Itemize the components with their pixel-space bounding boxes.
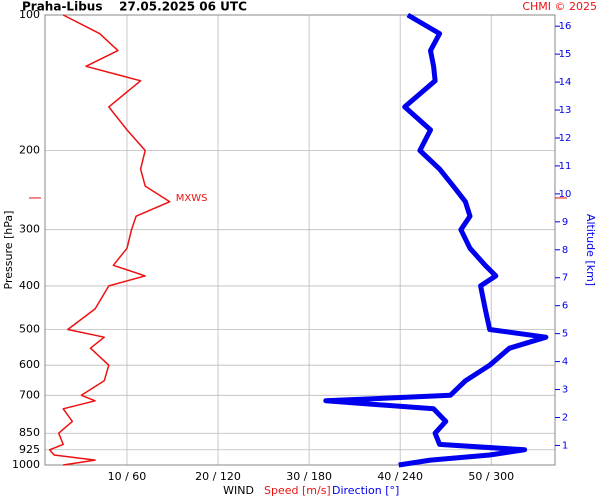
profile-line: [323, 12, 549, 468]
y-tick-label: 100: [19, 8, 40, 21]
legend-entry: Direction [°]: [332, 484, 399, 497]
annotation: MXWS: [176, 193, 208, 204]
y2-tick-label: 9: [562, 217, 568, 228]
x-tick-label: 10 / 60: [108, 470, 147, 483]
y2-tick-label: 12: [559, 133, 572, 144]
x-axis-label: WIND: [223, 484, 254, 497]
y2-tick-label: 2: [562, 412, 568, 423]
y2-tick-label: 6: [562, 301, 568, 312]
chart-title: Praha-Libus 27.05.2025 06 UTC: [22, 0, 247, 14]
y-tick-label: 925: [19, 443, 40, 456]
y2-tick-label: 13: [559, 105, 572, 116]
y2-tick-label: 4: [562, 357, 568, 368]
y2-tick-label: 15: [559, 49, 572, 60]
x-tick-label: 30 / 180: [286, 470, 332, 483]
x-tick-label: 40 / 240: [377, 470, 423, 483]
profile-line: [48, 14, 171, 466]
y2-axis-label: Altitude [km]: [584, 214, 597, 286]
legend-entry: Speed [m/s]: [264, 484, 331, 497]
y2-tick-label: 7: [562, 273, 568, 284]
plot-frame: [44, 14, 556, 466]
y2-tick-label: 8: [562, 245, 568, 256]
y2-tick-label: 16: [559, 21, 572, 32]
y-axis-label: Pressure [hPa]: [2, 211, 15, 290]
y2-tick-label: 10: [559, 189, 572, 200]
y-tick-label: 500: [19, 323, 40, 336]
y2-tick-label: 11: [559, 161, 572, 172]
y-tick-label: 700: [19, 388, 40, 401]
y-tick-label: 200: [19, 143, 40, 156]
y-tick-label: 400: [19, 279, 40, 292]
y-tick-label: 600: [19, 358, 40, 371]
y2-tick-label: 3: [562, 385, 568, 396]
x-tick-label: 50 / 300: [468, 470, 514, 483]
credit: CHMI © 2025: [522, 0, 597, 13]
y-tick-label: 850: [19, 426, 40, 439]
y-tick-label: 1000: [12, 458, 40, 471]
y2-tick-label: 1: [562, 440, 568, 451]
y2-tick-label: 5: [562, 329, 568, 340]
y-tick-label: 300: [19, 223, 40, 236]
x-tick-label: 20 / 120: [195, 470, 241, 483]
y2-tick-label: 14: [559, 77, 572, 88]
